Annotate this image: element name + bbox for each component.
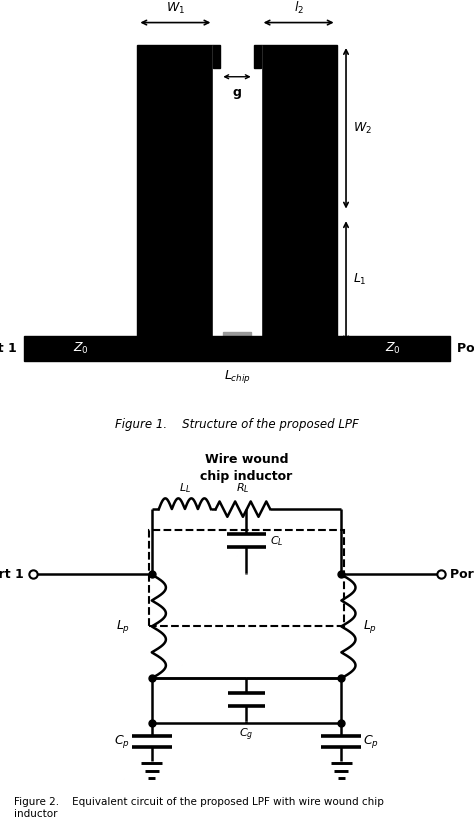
Text: Wire wound: Wire wound bbox=[205, 452, 288, 466]
Text: $L_p$: $L_p$ bbox=[363, 618, 377, 635]
Bar bbox=[24, 336, 450, 361]
Text: $L_{chip}$: $L_{chip}$ bbox=[224, 368, 250, 385]
Text: chip inductor: chip inductor bbox=[201, 470, 292, 483]
Text: $Z_0$: $Z_0$ bbox=[385, 341, 401, 356]
Text: $R_L$: $R_L$ bbox=[236, 481, 250, 495]
Bar bbox=[137, 45, 213, 348]
Text: $L_1$: $L_1$ bbox=[353, 272, 367, 287]
Text: $C_L$: $C_L$ bbox=[270, 534, 284, 548]
Text: $W_1$: $W_1$ bbox=[166, 1, 185, 16]
Text: $W_2$: $W_2$ bbox=[353, 120, 372, 136]
Text: Port 1: Port 1 bbox=[0, 568, 24, 581]
Text: Figure 2.    Equivalent circuit of the proposed LPF with wire wound chip: Figure 2. Equivalent circuit of the prop… bbox=[14, 798, 384, 808]
Text: Figure 1.    Structure of the proposed LPF: Figure 1. Structure of the proposed LPF bbox=[115, 418, 359, 431]
Text: Port 2: Port 2 bbox=[457, 342, 474, 355]
Text: $C_g$: $C_g$ bbox=[239, 726, 254, 743]
Bar bbox=[149, 530, 344, 626]
Text: $C_p$: $C_p$ bbox=[363, 733, 379, 750]
Text: $Z_0$: $Z_0$ bbox=[73, 341, 89, 356]
Text: $C_p$: $C_p$ bbox=[114, 733, 130, 750]
Text: g: g bbox=[233, 86, 241, 99]
Bar bbox=[213, 45, 220, 68]
Bar bbox=[261, 45, 337, 348]
Text: inductor: inductor bbox=[14, 808, 58, 818]
Text: Port 2: Port 2 bbox=[450, 568, 474, 581]
Text: $L_p$: $L_p$ bbox=[116, 618, 130, 635]
Text: $L_L$: $L_L$ bbox=[179, 481, 191, 495]
Text: Port 1: Port 1 bbox=[0, 342, 17, 355]
Bar bbox=[254, 45, 261, 68]
Bar bbox=[213, 45, 261, 348]
Text: $l_2$: $l_2$ bbox=[293, 0, 304, 16]
Bar bbox=[223, 332, 251, 348]
